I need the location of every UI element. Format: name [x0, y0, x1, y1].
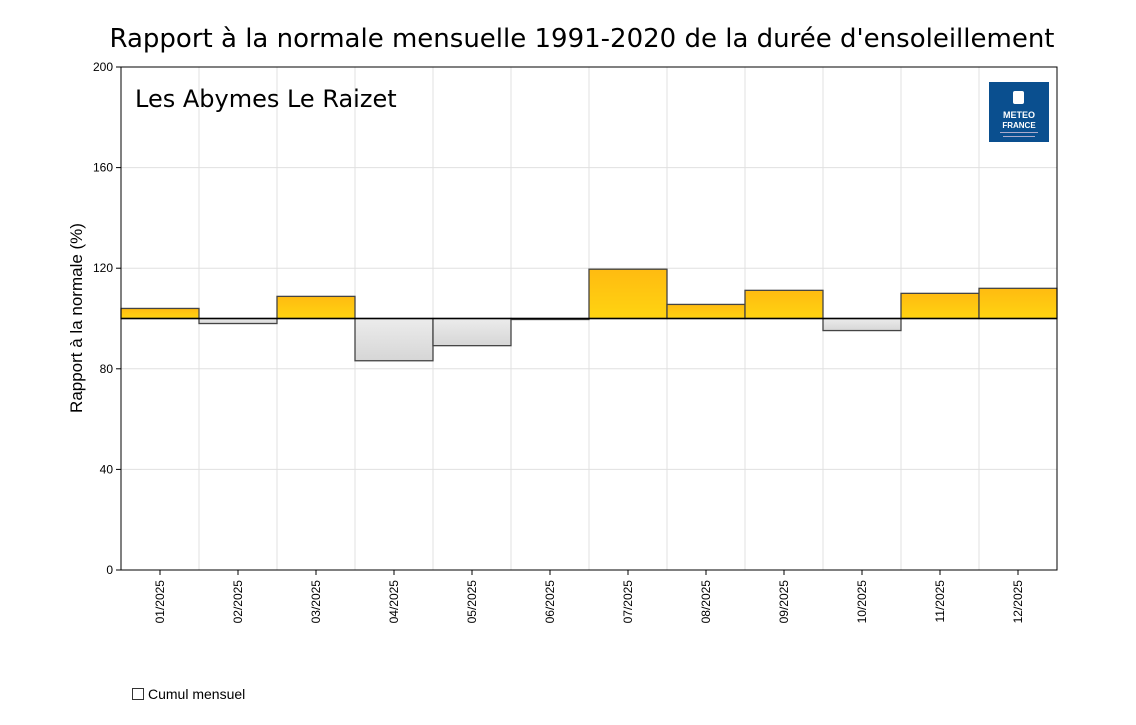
y-axis-label: Rapport à la normale (%): [67, 223, 86, 413]
x-tick-label: 11/2025: [933, 580, 947, 623]
x-tick-label: 02/2025: [231, 580, 245, 624]
x-tick-label: 10/2025: [855, 580, 869, 624]
bar-10/2025: [822, 317, 902, 332]
y-tick-label: 0: [106, 563, 113, 577]
x-tick-label: 05/2025: [465, 580, 479, 624]
bar-08/2025: [666, 303, 746, 320]
legend-swatch: [132, 688, 144, 700]
bar-04/2025: [354, 317, 434, 362]
bar-09/2025: [744, 289, 824, 320]
plot-frame: [120, 66, 1058, 571]
svg-text:METEO: METEO: [1003, 110, 1035, 120]
y-tick-label: 80: [100, 362, 114, 376]
svg-text:FRANCE: FRANCE: [1002, 121, 1036, 130]
bar-02/2025: [198, 317, 278, 325]
y-tick-label: 120: [93, 261, 113, 275]
chart-title: Rapport à la normale mensuelle 1991-2020…: [110, 24, 1055, 54]
bar-07/2025: [588, 268, 668, 320]
meteo-france-logo: METEO FRANCE: [989, 82, 1049, 142]
x-tick-label: 06/2025: [543, 580, 557, 624]
bar-11/2025: [900, 292, 980, 320]
y-tick-label: 200: [93, 60, 113, 74]
y-tick-label: 40: [100, 462, 114, 476]
bar-01/2025: [120, 307, 200, 320]
bar-12/2025: [978, 287, 1058, 320]
x-tick-label: 04/2025: [387, 580, 401, 624]
x-tick-label: 09/2025: [777, 580, 791, 624]
x-tick-label: 08/2025: [699, 580, 713, 624]
x-tick-label: 12/2025: [1011, 580, 1025, 624]
station-name: Les Abymes Le Raizet: [135, 85, 397, 113]
legend: Cumul mensuel: [132, 686, 245, 702]
x-tick-label: 07/2025: [621, 580, 635, 624]
legend-label: Cumul mensuel: [148, 686, 246, 702]
y-tick-label: 160: [93, 161, 113, 175]
bar-05/2025: [432, 317, 512, 347]
x-tick-label: 03/2025: [309, 580, 323, 624]
bar-03/2025: [276, 295, 356, 320]
x-tick-label: 01/2025: [153, 580, 167, 624]
